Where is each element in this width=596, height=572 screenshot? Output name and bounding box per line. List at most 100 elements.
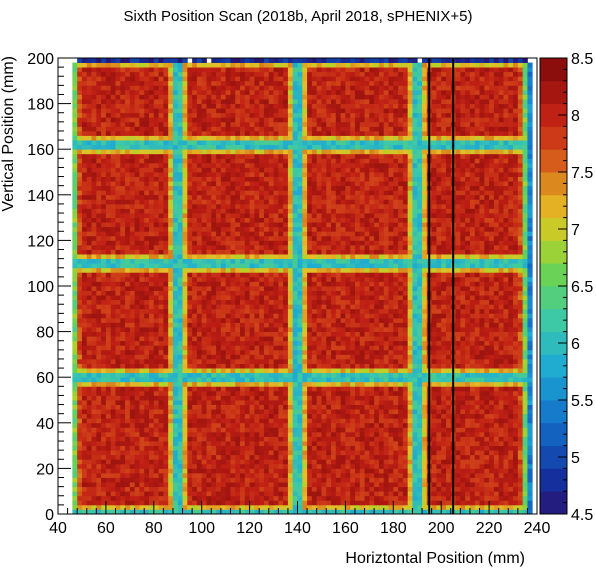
heatmap-cell [479,427,485,433]
heatmap-cell [513,340,519,346]
heatmap-cell [96,500,102,506]
heatmap-cell [388,281,394,287]
heatmap-cell [287,295,294,301]
heatmap-cell [263,345,270,351]
heatmap-cell [182,422,188,428]
heatmap-cell [460,281,466,287]
heatmap-cell [297,358,303,364]
heatmap-cell [422,418,428,424]
heatmap-cell [388,386,394,392]
heatmap-cell [522,468,528,474]
heatmap-cell [455,345,461,351]
heatmap-cell [508,386,514,392]
heatmap-cell [129,304,136,310]
heatmap-cell [369,395,375,401]
heatmap-cell [517,340,524,346]
heatmap-cell [517,413,524,419]
heatmap-cell [283,276,289,282]
heatmap-cell [441,390,447,396]
heatmap-cell [479,418,485,424]
heatmap-cell [307,372,313,378]
heatmap-cell [503,381,509,387]
heatmap-cell [144,431,150,437]
heatmap-cell [378,459,385,465]
heatmap-cell [498,281,504,287]
heatmap-cell [101,427,107,433]
heatmap-cell [321,477,327,483]
heatmap-cell [407,509,413,514]
heatmap-cell [263,308,270,314]
heatmap-cell [311,336,318,342]
heatmap-cell [474,276,480,282]
heatmap-cell [158,500,164,506]
heatmap-cell [455,504,461,510]
heatmap-cell [460,290,466,296]
heatmap-cell [374,354,380,360]
heatmap-cell [474,491,480,497]
heatmap-cell [244,441,250,446]
heatmap-cell [172,386,179,392]
heatmap-cell [211,317,217,323]
heatmap-cell [503,372,509,378]
heatmap-cell [254,459,260,465]
heatmap-cell [331,491,337,497]
heatmap-cell [422,313,428,319]
heatmap-cell [517,422,524,428]
heatmap-cell [431,400,437,405]
heatmap-cell [398,322,404,328]
heatmap-cell [249,477,255,483]
heatmap-cell [201,276,207,282]
heatmap-cell [172,491,179,497]
heatmap-cell [283,327,289,332]
heatmap-cell [436,304,442,310]
heatmap-cell [105,509,112,514]
heatmap-cell [72,454,78,460]
heatmap-cell [431,308,437,314]
heatmap-cell [412,295,418,301]
heatmap-cell [287,441,294,446]
heatmap-cell [72,431,78,437]
heatmap-cell [489,372,495,378]
heatmap-cell [393,313,399,319]
heatmap-cell [393,431,399,437]
heatmap-cell [321,313,327,319]
heatmap-cell [383,340,389,346]
heatmap-cell [445,491,452,497]
heatmap-cell [259,500,265,506]
heatmap-cell [268,377,274,383]
heatmap-cell [436,450,442,456]
heatmap-cell [307,386,313,392]
heatmap-cell [101,431,107,437]
heatmap-cell [125,459,131,465]
heatmap-cell [110,450,116,456]
heatmap-cell [287,468,294,474]
heatmap-cell [177,281,183,287]
heatmap-cell [72,276,78,282]
heatmap-cell [431,381,437,387]
heatmap-cell [302,413,308,419]
heatmap-cell [311,286,318,291]
heatmap-cell [393,276,399,282]
heatmap-cell [196,422,203,428]
heatmap-cell [517,308,524,314]
heatmap-cell [508,345,514,351]
heatmap-cell [393,331,399,337]
heatmap-cell [77,308,83,314]
heatmap-cell [125,372,131,378]
heatmap-cell [378,304,385,310]
heatmap-cell [182,299,188,305]
heatmap-cell [220,422,227,428]
heatmap-cell [335,413,342,419]
heatmap-cell [244,409,250,415]
heatmap-cell [436,386,442,392]
heatmap-cell [120,404,126,410]
heatmap-cell [129,281,136,287]
heatmap-cell [120,491,126,497]
heatmap-cell [206,482,212,488]
heatmap-cell [321,422,327,428]
heatmap-cell [91,431,97,437]
heatmap-cell [479,409,485,415]
heatmap-cell [455,436,461,442]
heatmap-cell [374,436,380,442]
heatmap-cell [201,495,207,501]
